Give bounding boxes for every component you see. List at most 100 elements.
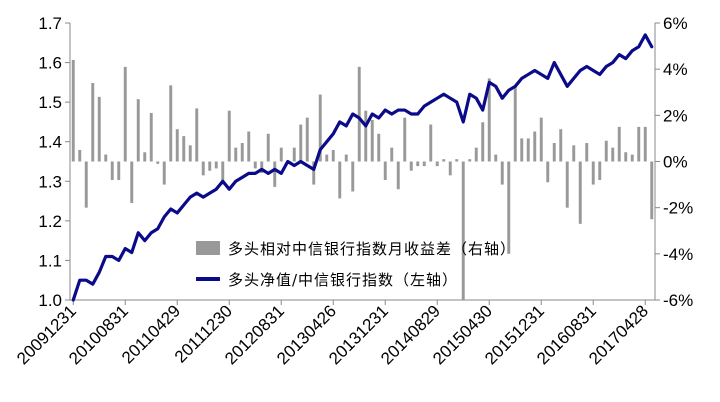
bar <box>650 161 654 220</box>
bar <box>572 145 576 162</box>
bar <box>136 99 140 162</box>
bar <box>240 143 244 162</box>
bar <box>637 126 641 162</box>
left-tick-label: 1.1 <box>38 251 62 270</box>
bar <box>455 159 459 162</box>
bar <box>526 138 530 162</box>
legend-line-label: 多头净值/中信银行指数（左轴） <box>228 271 458 289</box>
bar <box>416 161 420 167</box>
bar <box>539 117 543 162</box>
bar <box>585 143 589 162</box>
bar <box>175 129 179 162</box>
right-tick-label: 2% <box>663 106 688 125</box>
bar <box>578 161 582 224</box>
bar <box>507 161 511 254</box>
bar <box>188 145 192 162</box>
left-tick-label: 1.0 <box>38 291 62 310</box>
bar <box>617 126 621 162</box>
nav-line <box>71 33 654 302</box>
bar <box>331 149 335 162</box>
legend: 多头相对中信银行指数月收益差（右轴） 多头净值/中信银行指数（左轴） <box>196 240 515 289</box>
bar <box>292 147 296 162</box>
line-series-group <box>71 33 654 302</box>
bar <box>182 136 186 162</box>
bar <box>435 161 439 167</box>
bar <box>520 138 524 162</box>
left-tick-label: 1.5 <box>38 93 62 112</box>
bar <box>390 147 394 162</box>
bar <box>78 149 82 162</box>
bar <box>338 161 342 199</box>
bar <box>169 85 173 162</box>
bar <box>377 133 381 162</box>
bar <box>370 119 374 162</box>
bar <box>604 140 608 162</box>
bar <box>494 154 498 162</box>
bar <box>156 161 160 164</box>
bar <box>552 143 556 162</box>
bar <box>344 154 348 162</box>
bar <box>422 161 426 167</box>
bar <box>279 147 283 162</box>
right-tick-label: 0% <box>663 153 688 172</box>
bar <box>71 59 75 162</box>
bar <box>214 161 218 169</box>
bar <box>325 154 329 162</box>
tick-labels-group: 1.0 1.1 1.2 1.3 1.4 1.5 1.6 1.7 -6% -4% -2% 0% 2% 4% 6… <box>13 14 693 368</box>
legend-bar-swatch <box>196 241 220 255</box>
bar <box>429 124 433 162</box>
bar <box>409 161 413 171</box>
left-tick-label: 1.6 <box>38 54 62 73</box>
left-tick-label: 1.3 <box>38 172 62 191</box>
bar <box>162 161 166 185</box>
bar <box>84 161 88 208</box>
bar <box>559 129 563 162</box>
bar <box>611 147 615 162</box>
bar <box>403 117 407 162</box>
bar <box>481 122 485 162</box>
bar <box>110 161 114 180</box>
right-tick-label: 4% <box>663 60 688 79</box>
bar <box>305 117 309 162</box>
left-tick-label: 1.2 <box>38 212 62 231</box>
bar <box>474 147 478 162</box>
bar <box>234 147 238 162</box>
bar <box>500 161 504 185</box>
bar <box>201 161 205 176</box>
bar <box>149 113 153 162</box>
bar <box>143 152 147 162</box>
bar <box>364 110 368 162</box>
bar <box>598 161 602 180</box>
left-tick-label: 1.7 <box>38 14 62 33</box>
bar <box>104 154 108 162</box>
bar <box>91 83 95 162</box>
bar <box>546 161 550 183</box>
bar <box>208 161 212 171</box>
bar <box>513 85 517 162</box>
bar <box>247 131 251 162</box>
bar <box>130 161 134 204</box>
bar <box>266 133 270 162</box>
bar <box>123 66 127 162</box>
bar <box>591 161 595 185</box>
bar <box>312 161 316 185</box>
right-tick-label: -6% <box>663 291 693 310</box>
right-tick-label: -4% <box>663 245 693 264</box>
bar <box>195 108 199 162</box>
bar <box>227 110 231 162</box>
bar <box>253 161 257 169</box>
bar <box>461 161 465 300</box>
bar <box>442 159 446 162</box>
bar <box>97 96 101 162</box>
bar <box>351 161 355 192</box>
bar <box>630 154 634 162</box>
bar <box>318 94 322 162</box>
bar-series-group <box>71 59 654 300</box>
bar <box>624 152 628 162</box>
bar <box>260 161 264 174</box>
bar <box>643 126 647 162</box>
bar <box>487 78 491 162</box>
bar <box>299 124 303 162</box>
right-tick-label: 6% <box>663 14 688 33</box>
